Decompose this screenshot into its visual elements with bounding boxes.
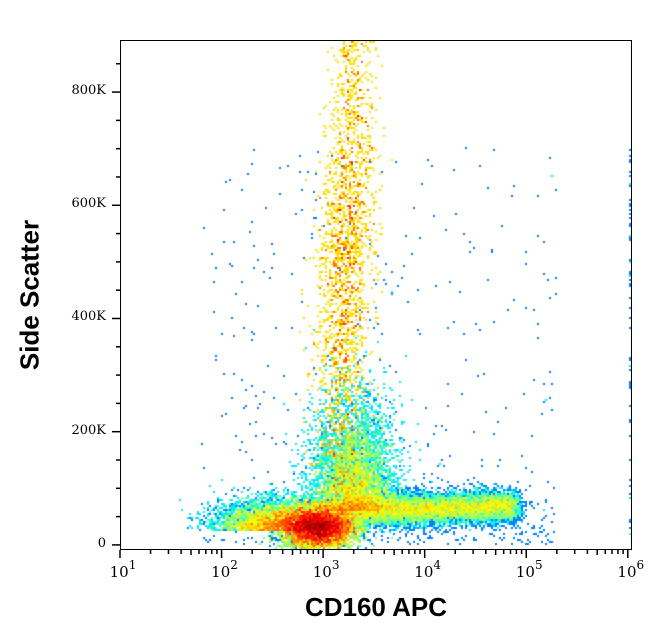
y-tick-label: 800K: [71, 83, 106, 99]
x-axis-title: CD160 APC: [304, 592, 448, 622]
y-axis-title: Side Scatter: [14, 219, 45, 371]
y-tick-label: 0: [97, 535, 106, 551]
y-tick-label: 400K: [71, 309, 106, 325]
x-tick-label: 101: [109, 558, 137, 581]
x-tick-label: 104: [414, 558, 442, 581]
y-tick-label: 600K: [71, 196, 106, 212]
y-tick-label: 200K: [71, 422, 106, 438]
x-tick-label: 102: [211, 558, 238, 581]
x-tick-label: 103: [312, 558, 340, 581]
plot-area: [120, 40, 632, 550]
density-plot: [121, 41, 631, 549]
x-tick-label: 105: [515, 558, 543, 581]
x-tick-label: 106: [617, 558, 645, 581]
